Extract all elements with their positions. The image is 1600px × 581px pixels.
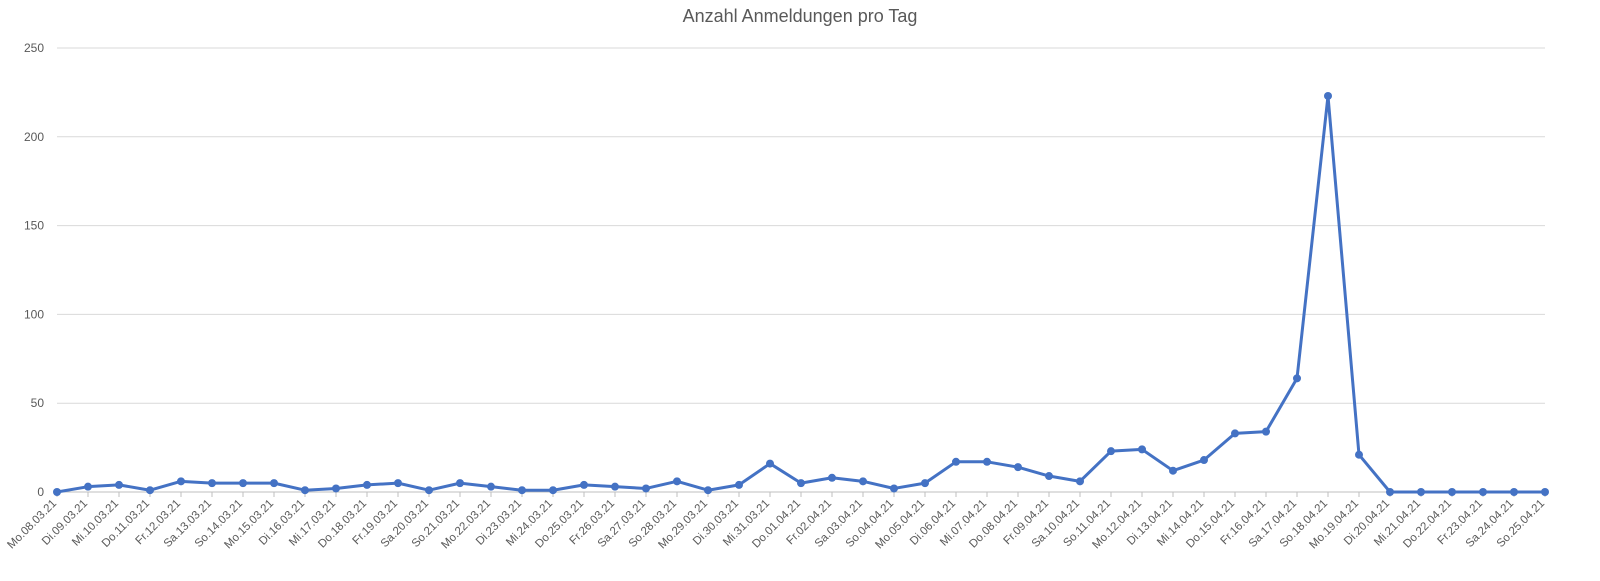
data-point	[84, 482, 92, 491]
data-point	[332, 484, 340, 493]
y-tick-label: 50	[31, 396, 45, 410]
data-point	[1293, 374, 1301, 383]
data-point	[1541, 488, 1549, 496]
data-point	[1138, 445, 1146, 454]
data-point	[983, 457, 991, 466]
data-point	[642, 484, 650, 493]
series-line	[56, 94, 1545, 494]
data-point	[394, 479, 402, 488]
data-point	[53, 488, 61, 496]
data-point	[1324, 91, 1332, 100]
data-point	[766, 459, 774, 468]
data-point	[425, 486, 433, 495]
y-tick-label: 150	[24, 219, 44, 233]
data-point	[518, 486, 526, 495]
data-point	[1262, 427, 1270, 436]
data-point	[208, 479, 216, 488]
data-point	[1355, 450, 1363, 459]
y-tick-label: 100	[24, 307, 44, 321]
data-point	[301, 486, 309, 495]
y-tick-label: 0	[37, 485, 44, 499]
data-point	[1169, 466, 1177, 475]
data-point	[890, 484, 898, 493]
y-axis: 0 50 100 150 200 250	[24, 41, 44, 499]
data-point	[1200, 456, 1208, 465]
data-point	[549, 486, 557, 495]
data-point	[735, 480, 743, 489]
x-axis: Mo.08.03.21Di.09.03.21Mi.10.03.21Do.11.0…	[5, 492, 1547, 551]
y-tick-label: 250	[24, 41, 44, 55]
data-point	[611, 482, 619, 491]
data-point	[859, 477, 867, 486]
data-point	[456, 479, 464, 488]
data-point	[1448, 488, 1456, 496]
data-point	[270, 479, 278, 488]
data-point	[239, 479, 247, 488]
data-point	[952, 457, 960, 466]
data-point	[704, 486, 712, 495]
y-tick-label: 200	[24, 130, 44, 144]
data-point	[828, 473, 836, 482]
data-point	[1510, 488, 1518, 496]
data-point	[1014, 463, 1022, 472]
data-point	[1107, 447, 1115, 456]
data-point	[1076, 477, 1084, 486]
data-point	[797, 479, 805, 488]
data-point	[1417, 488, 1425, 496]
series-layer	[53, 91, 1549, 496]
data-point	[1045, 472, 1053, 481]
data-point	[1231, 429, 1239, 438]
data-point	[673, 477, 681, 486]
chart-title: Anzahl Anmeldungen pro Tag	[682, 6, 918, 26]
data-point	[363, 480, 371, 489]
data-point	[487, 482, 495, 491]
data-point	[580, 480, 588, 489]
data-point	[1386, 488, 1394, 496]
data-point	[177, 477, 185, 486]
data-point	[921, 479, 929, 488]
data-point	[1479, 488, 1487, 496]
data-point	[146, 486, 154, 495]
gridlines	[57, 47, 1545, 493]
data-point	[115, 480, 123, 489]
